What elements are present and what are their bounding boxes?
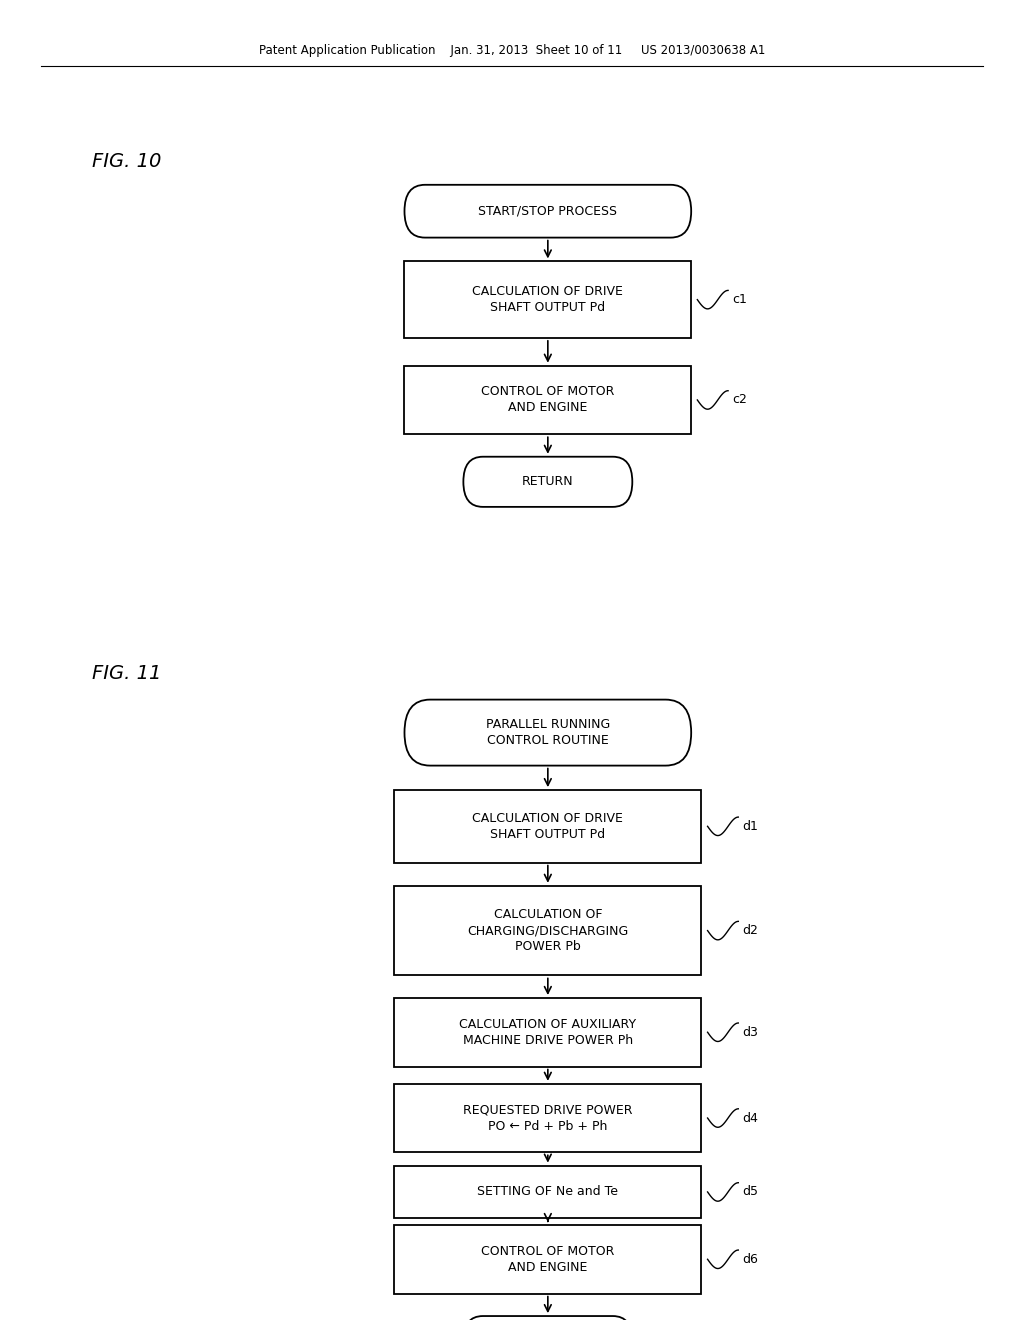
Bar [404, 261, 691, 338]
Text: d3: d3 [742, 1026, 759, 1039]
FancyBboxPatch shape [463, 1316, 633, 1320]
Bar [394, 998, 701, 1067]
Text: c1: c1 [732, 293, 748, 306]
Text: CONTROL OF MOTOR
AND ENGINE: CONTROL OF MOTOR AND ENGINE [481, 385, 614, 414]
Text: CALCULATION OF
CHARGING/DISCHARGING
POWER Pb: CALCULATION OF CHARGING/DISCHARGING POWE… [467, 908, 629, 953]
Bar [394, 886, 701, 975]
Bar [394, 1225, 701, 1294]
Text: CONTROL OF MOTOR
AND ENGINE: CONTROL OF MOTOR AND ENGINE [481, 1245, 614, 1274]
FancyBboxPatch shape [404, 185, 691, 238]
Text: SETTING OF Ne and Te: SETTING OF Ne and Te [477, 1185, 618, 1199]
Text: d5: d5 [742, 1185, 759, 1199]
Text: d1: d1 [742, 820, 759, 833]
Text: d4: d4 [742, 1111, 759, 1125]
Text: PARALLEL RUNNING
CONTROL ROUTINE: PARALLEL RUNNING CONTROL ROUTINE [485, 718, 610, 747]
Text: FIG. 10: FIG. 10 [92, 152, 162, 170]
Text: RETURN: RETURN [522, 475, 573, 488]
Text: CALCULATION OF AUXILIARY
MACHINE DRIVE POWER Ph: CALCULATION OF AUXILIARY MACHINE DRIVE P… [460, 1018, 636, 1047]
Bar [394, 789, 701, 863]
Bar [404, 366, 691, 434]
Text: c2: c2 [732, 393, 748, 407]
Text: Patent Application Publication    Jan. 31, 2013  Sheet 10 of 11     US 2013/0030: Patent Application Publication Jan. 31, … [259, 44, 765, 57]
FancyBboxPatch shape [404, 700, 691, 766]
Bar [394, 1166, 701, 1218]
Text: CALCULATION OF DRIVE
SHAFT OUTPUT Pd: CALCULATION OF DRIVE SHAFT OUTPUT Pd [472, 812, 624, 841]
Text: CALCULATION OF DRIVE
SHAFT OUTPUT Pd: CALCULATION OF DRIVE SHAFT OUTPUT Pd [472, 285, 624, 314]
Text: REQUESTED DRIVE POWER
PO ← Pd + Pb + Ph: REQUESTED DRIVE POWER PO ← Pd + Pb + Ph [463, 1104, 633, 1133]
Text: START/STOP PROCESS: START/STOP PROCESS [478, 205, 617, 218]
Text: d2: d2 [742, 924, 759, 937]
Text: d6: d6 [742, 1253, 759, 1266]
Text: FIG. 11: FIG. 11 [92, 664, 162, 682]
Bar [394, 1084, 701, 1152]
FancyBboxPatch shape [463, 457, 633, 507]
